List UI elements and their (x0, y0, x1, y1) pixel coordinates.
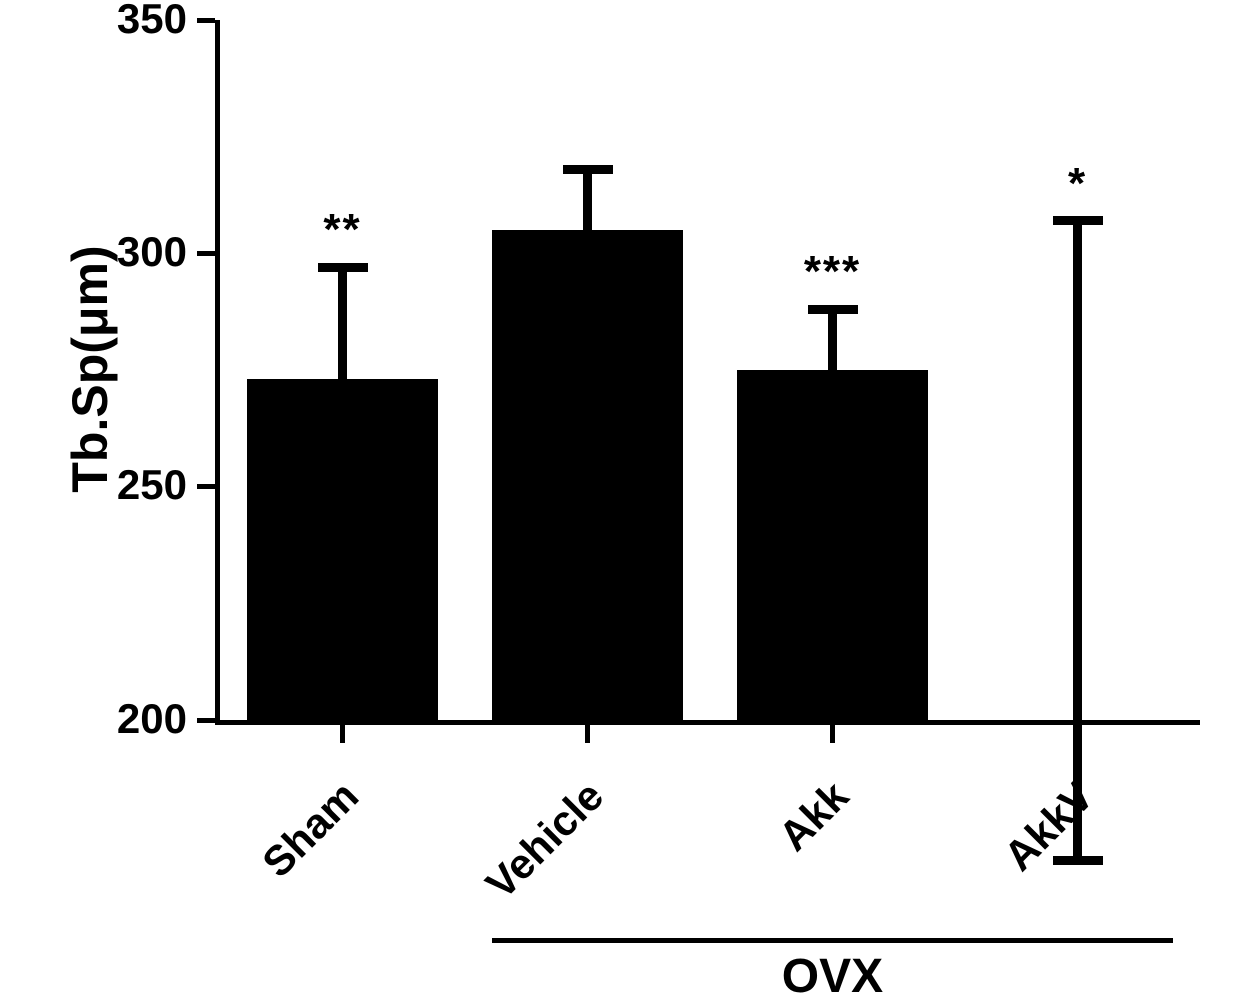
error-bar-cap-top (563, 165, 613, 174)
x-tick (1075, 725, 1080, 743)
significance-marker: ** (263, 205, 423, 255)
x-tick (340, 725, 345, 743)
error-bar-cap-bottom (1053, 856, 1103, 865)
error-bar-line (1073, 221, 1082, 860)
x-tick (585, 725, 590, 743)
error-bar-line (338, 267, 347, 379)
error-bar-line (828, 309, 837, 370)
bar (737, 370, 928, 720)
group-bracket-label: OVX (492, 949, 1173, 1004)
x-category-label: Vehicle (437, 772, 612, 947)
error-bar-cap-top (1053, 216, 1103, 225)
x-category-label: Sham (192, 772, 367, 947)
y-tick (197, 251, 215, 256)
y-tick (197, 484, 215, 489)
y-tick-label: 350 (67, 0, 187, 43)
bar (247, 379, 438, 720)
x-category-label: Akk (682, 772, 857, 947)
significance-marker: * (998, 159, 1158, 209)
y-axis-title: Tb.Sp(μm) (61, 169, 119, 569)
group-bracket-line (492, 938, 1173, 943)
error-bar-line (583, 169, 592, 230)
y-axis-line (215, 20, 220, 725)
bar (492, 230, 683, 720)
error-bar-cap-top (318, 263, 368, 272)
tbsp-bar-chart: 200250300350Tb.Sp(μm)**ShamVehicle***Akk… (0, 0, 1240, 993)
error-bar-cap-top (808, 305, 858, 314)
significance-marker: *** (753, 247, 913, 297)
x-axis-line (215, 720, 1200, 725)
y-tick (197, 18, 215, 23)
x-tick (830, 725, 835, 743)
y-tick-label: 200 (67, 695, 187, 743)
y-tick (197, 718, 215, 723)
